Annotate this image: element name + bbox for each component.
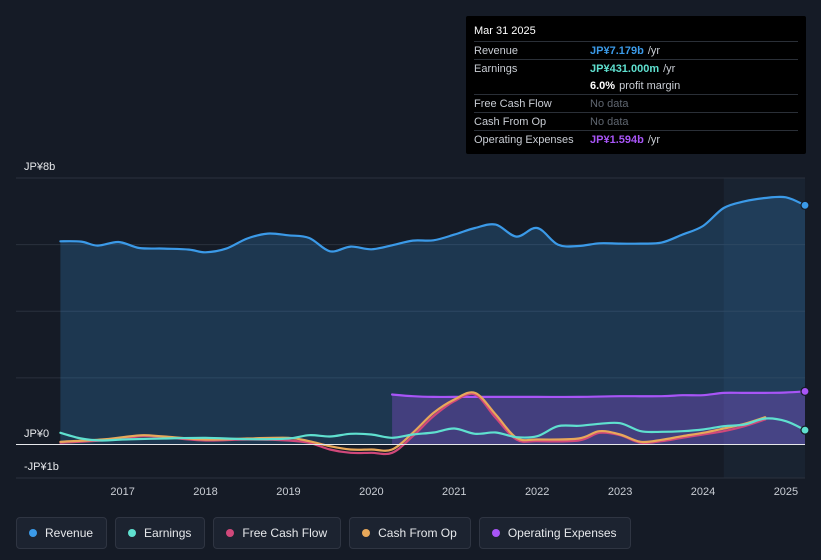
legend-label: Free Cash Flow (242, 526, 328, 540)
x-tick-label: 2019 (276, 486, 300, 498)
tooltip-row-value: 6.0% (590, 79, 616, 92)
tooltip-row-unit: profit margin (619, 79, 681, 92)
tooltip-row-unit: /yr (663, 62, 676, 75)
x-tick-label: 2022 (525, 486, 549, 498)
chart: JP¥8b JP¥0 -JP¥1b 2017 2018 2019 2020 2021 2022 2… (16, 161, 810, 498)
cash-from-op-line (59, 391, 767, 452)
tooltip-row-label: Revenue (474, 44, 519, 57)
legend-item-free-cash-flow[interactable]: Free Cash Flow (213, 517, 342, 549)
legend-dot-icon (491, 529, 500, 537)
tooltip-row-label: Operating Expenses (474, 133, 574, 146)
tooltip-row-unit: /yr (647, 44, 661, 57)
legend-dot-icon (29, 529, 37, 537)
legend-item-operating-expenses[interactable]: Operating Expenses (478, 517, 631, 549)
legend-item-cash-from-op[interactable]: Cash From Op (349, 517, 471, 549)
x-tick-label: 2020 (359, 486, 383, 498)
revenue-area (60, 196, 805, 445)
tooltip-row-value: No data (590, 115, 629, 128)
revenue-end-marker (800, 200, 810, 210)
legend-item-revenue[interactable]: Revenue (16, 517, 108, 549)
tooltip-row-label: Cash From Op (474, 115, 547, 128)
tooltip: Mar 31 2025 Revenue JP¥7.179b/yr Earnings J… (466, 16, 806, 154)
x-tick-label: 2024 (691, 486, 715, 498)
tooltip-row: Earnings JP¥431.000m/yr (474, 59, 798, 77)
operating-expenses-line (391, 390, 807, 399)
legend-label: Earnings (144, 526, 192, 540)
tooltip-row-value: JP¥7.179b (590, 44, 644, 57)
x-tick-label: 2023 (608, 486, 632, 498)
earnings-line (59, 417, 807, 442)
revenue-line (59, 195, 807, 254)
legend-dot-icon (128, 529, 137, 537)
legend-label: Operating Expenses (507, 526, 617, 540)
operating-expenses-end-marker (800, 386, 810, 396)
legend-item-earnings[interactable]: Earnings (115, 517, 206, 549)
y-axis-top-label: JP¥8b (24, 161, 55, 173)
tooltip-row-label: Free Cash Flow (474, 97, 552, 110)
legend-dot-icon (362, 529, 371, 537)
tooltip-rows: Revenue JP¥7.179b/yr Earnings JP¥431.000m/y… (474, 41, 798, 148)
y-axis-zero-label: JP¥0 (24, 428, 49, 440)
legend-dot-icon (226, 529, 235, 537)
tooltip-row-label: Earnings (474, 62, 518, 75)
tooltip-row-value: JP¥1.594b (590, 133, 644, 146)
tooltip-row-unit: /yr (647, 133, 661, 146)
tooltip-row: Operating Expenses JP¥1.594b/yr (474, 130, 798, 148)
tooltip-row: Free Cash Flow No data (474, 94, 798, 112)
tooltip-row: Revenue JP¥7.179b/yr (474, 41, 798, 59)
legend: Revenue Earnings Free Cash Flow Cash From O… (16, 517, 631, 549)
legend-label: Cash From Op (378, 526, 457, 540)
tooltip-row: Cash From Op No data (474, 112, 798, 130)
earnings-end-marker (800, 425, 810, 435)
x-tick-label: 2021 (442, 486, 466, 498)
operating-expenses-area (392, 391, 805, 445)
x-tick-label: 2025 (774, 486, 798, 498)
x-tick-label: 2017 (110, 486, 134, 498)
tooltip-row: 6.0% profit margin (474, 77, 798, 94)
x-tick-label: 2018 (193, 486, 217, 498)
tooltip-date: Mar 31 2025 (474, 25, 536, 37)
legend-label: Revenue (45, 526, 94, 540)
tooltip-row-value: No data (590, 97, 629, 110)
tooltip-row-value: JP¥431.000m (590, 62, 660, 75)
y-axis-bottom-label: -JP¥1b (24, 461, 59, 473)
